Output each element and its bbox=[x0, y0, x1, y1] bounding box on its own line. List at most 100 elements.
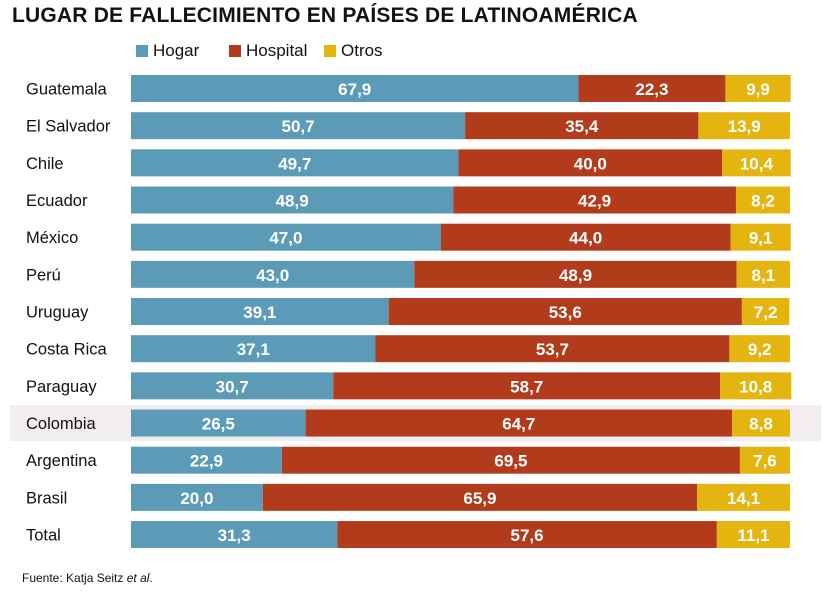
data-label-hospital-ecuador: 42,9 bbox=[578, 192, 611, 211]
category-label-argentina: Argentina bbox=[26, 452, 97, 470]
bar-hogar-ecuador bbox=[131, 186, 454, 214]
bar-hogar-chile bbox=[131, 149, 459, 177]
category-label-paraguay: Paraguay bbox=[26, 378, 97, 396]
data-label-hospital-costa-rica: 53,7 bbox=[536, 340, 569, 359]
data-label-hospital-guatemala: 22,3 bbox=[635, 80, 668, 99]
category-label-chile: Chile bbox=[26, 155, 64, 173]
bar-otros-peru bbox=[736, 260, 790, 288]
data-label-hospital-chile: 40,0 bbox=[574, 154, 607, 173]
bar-hospital-costa-rica bbox=[375, 335, 730, 363]
bar-hogar-mexico bbox=[131, 223, 441, 251]
category-label-guatemala: Guatemala bbox=[26, 81, 108, 99]
bar-hogar-brasil bbox=[131, 483, 263, 511]
bar-hospital-el-salvador bbox=[465, 112, 699, 140]
data-label-hogar-brasil: 20,0 bbox=[180, 489, 213, 508]
data-label-hospital-paraguay: 58,7 bbox=[510, 377, 543, 396]
bar-otros-ecuador bbox=[735, 186, 790, 214]
data-label-otros-ecuador: 8,2 bbox=[751, 192, 775, 211]
category-label-total: Total bbox=[26, 527, 61, 545]
source-note: Fuente: Katja Seitz et al. bbox=[22, 571, 153, 585]
legend-label-otros: Otros bbox=[341, 41, 383, 60]
bar-hogar-guatemala bbox=[131, 75, 579, 102]
data-label-hospital-brasil: 65,9 bbox=[463, 489, 496, 508]
category-label-brasil: Brasil bbox=[26, 489, 67, 507]
source-emphasis: et al bbox=[126, 571, 150, 585]
bar-hospital-mexico bbox=[440, 223, 731, 251]
category-label-el-salvador: El Salvador bbox=[26, 118, 111, 136]
bar-hospital-chile bbox=[458, 149, 723, 177]
data-label-otros-uruguay: 7,2 bbox=[754, 303, 778, 322]
data-label-otros-guatemala: 9,9 bbox=[746, 80, 770, 99]
legend-swatch-otros bbox=[324, 45, 336, 57]
bar-otros-costa-rica bbox=[729, 335, 790, 363]
category-label-mexico: México bbox=[26, 229, 78, 247]
bar-otros-el-salvador bbox=[698, 112, 790, 140]
data-label-hospital-total: 57,6 bbox=[511, 526, 544, 545]
chart-title: LUGAR DE FALLECIMIENTO EN PAÍSES DE LATI… bbox=[12, 4, 638, 27]
data-label-hogar-chile: 49,7 bbox=[278, 154, 311, 173]
data-label-hospital-argentina: 69,5 bbox=[494, 452, 527, 471]
data-label-hogar-total: 31,3 bbox=[218, 526, 251, 545]
data-label-otros-argentina: 7,6 bbox=[753, 452, 777, 471]
data-label-hogar-uruguay: 39,1 bbox=[243, 303, 276, 322]
source-prefix: Fuente: Katja Seitz bbox=[22, 571, 127, 585]
legend-swatch-hogar bbox=[136, 45, 148, 57]
bar-otros-total bbox=[716, 521, 790, 549]
category-label-uruguay: Uruguay bbox=[26, 304, 89, 322]
data-label-hogar-argentina: 22,9 bbox=[190, 452, 223, 471]
bar-hospital-ecuador bbox=[453, 186, 736, 214]
legend-label-hospital: Hospital bbox=[246, 41, 308, 60]
data-label-hospital-peru: 48,9 bbox=[559, 266, 592, 285]
bar-otros-brasil bbox=[697, 483, 790, 511]
data-label-otros-el-salvador: 13,9 bbox=[728, 117, 761, 136]
bar-hogar-total bbox=[131, 521, 338, 549]
category-label-ecuador: Ecuador bbox=[26, 192, 88, 210]
bar-otros-colombia bbox=[732, 409, 790, 437]
data-label-hospital-uruguay: 53,6 bbox=[549, 303, 582, 322]
bar-hogar-costa-rica bbox=[131, 335, 376, 363]
data-label-hogar-guatemala: 67,9 bbox=[338, 80, 371, 99]
bar-hospital-colombia bbox=[305, 409, 733, 437]
bar-hospital-peru bbox=[414, 260, 737, 288]
category-label-peru: Perú bbox=[26, 266, 61, 284]
bar-hogar-paraguay bbox=[131, 372, 334, 400]
bar-otros-guatemala bbox=[725, 75, 791, 102]
data-label-hogar-colombia: 26,5 bbox=[202, 415, 235, 434]
bar-hospital-uruguay bbox=[388, 298, 742, 326]
data-label-hogar-paraguay: 30,7 bbox=[216, 377, 249, 396]
bar-hospital-total bbox=[337, 521, 717, 549]
bar-otros-chile bbox=[722, 149, 791, 177]
source-suffix: . bbox=[149, 571, 153, 585]
category-label-colombia: Colombia bbox=[26, 415, 97, 433]
bar-hogar-el-salvador bbox=[131, 112, 466, 140]
bar-otros-argentina bbox=[739, 446, 790, 474]
data-label-otros-mexico: 9,1 bbox=[749, 229, 773, 248]
category-label-costa-rica: Costa Rica bbox=[26, 341, 108, 359]
data-label-hogar-mexico: 47,0 bbox=[269, 229, 302, 248]
bar-otros-mexico bbox=[730, 223, 791, 251]
bar-hogar-colombia bbox=[131, 409, 306, 437]
data-label-hospital-el-salvador: 35,4 bbox=[565, 117, 599, 136]
bar-hospital-argentina bbox=[281, 446, 740, 474]
legend-label-hogar: Hogar bbox=[153, 41, 200, 60]
bar-hogar-argentina bbox=[131, 446, 282, 474]
data-label-hogar-el-salvador: 50,7 bbox=[282, 117, 315, 136]
legend-swatch-hospital bbox=[229, 45, 241, 57]
data-label-otros-total: 11,1 bbox=[737, 526, 769, 545]
data-label-otros-costa-rica: 9,2 bbox=[748, 340, 772, 359]
bar-hospital-brasil bbox=[262, 483, 698, 511]
data-label-hospital-mexico: 44,0 bbox=[569, 229, 602, 248]
data-label-otros-peru: 8,1 bbox=[751, 266, 775, 285]
data-label-hogar-ecuador: 48,9 bbox=[276, 192, 309, 211]
data-label-hospital-colombia: 64,7 bbox=[502, 415, 535, 434]
data-label-hogar-peru: 43,0 bbox=[256, 266, 289, 285]
bar-hospital-guatemala bbox=[578, 75, 726, 102]
bar-hospital-paraguay bbox=[333, 372, 721, 400]
data-label-otros-paraguay: 10,8 bbox=[739, 377, 772, 396]
data-label-hogar-costa-rica: 37,1 bbox=[237, 340, 270, 359]
data-label-otros-brasil: 14,1 bbox=[727, 489, 760, 508]
data-label-otros-colombia: 8,8 bbox=[749, 415, 773, 434]
bar-otros-paraguay bbox=[720, 372, 792, 400]
bar-hogar-uruguay bbox=[131, 298, 389, 326]
